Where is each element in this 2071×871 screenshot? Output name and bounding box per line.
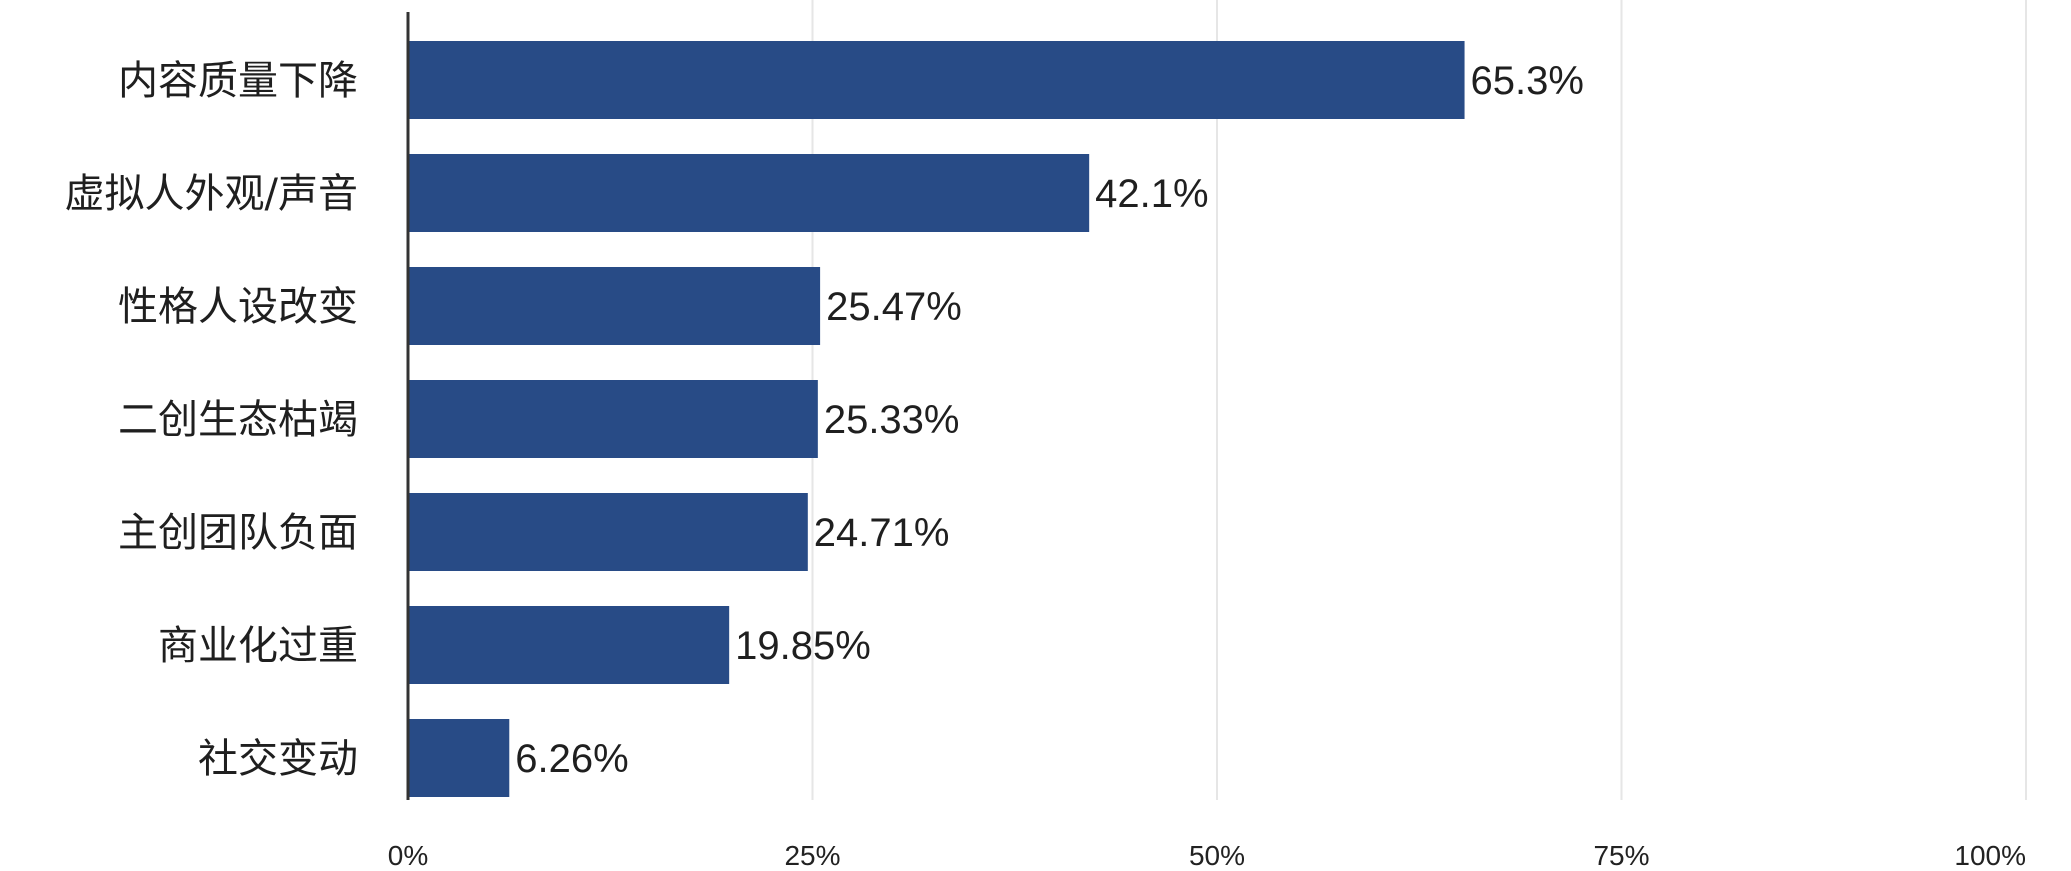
- value-label-4: 24.71%: [814, 511, 950, 555]
- category-label-3: 二创生态枯竭: [118, 397, 358, 443]
- value-label-0: 65.3%: [1471, 59, 1584, 103]
- bar-1: [408, 154, 1090, 232]
- bar-5: [408, 606, 730, 684]
- bar-3: [408, 380, 818, 458]
- value-label-1: 42.1%: [1095, 172, 1208, 216]
- x-tick-label-100: 100%: [1954, 840, 2026, 871]
- value-label-6: 6.26%: [515, 737, 628, 781]
- bar-6: [408, 719, 510, 797]
- gridlines: [811, 0, 2027, 800]
- category-label-4: 主创团队负面: [118, 510, 358, 556]
- bar-2: [408, 267, 821, 345]
- value-label-2: 25.47%: [826, 285, 962, 329]
- value-label-3: 25.33%: [824, 398, 960, 442]
- x-tick-label-25: 25%: [784, 840, 840, 871]
- labels: 65.3% 内容质量下降 42.1% 虚拟人外观/声音 25.47% 性格人设改变 25.3…: [65, 58, 2026, 871]
- category-label-6: 社交变动: [198, 736, 358, 782]
- category-label-5: 商业化过重: [158, 623, 358, 669]
- x-tick-label-50: 50%: [1189, 840, 1245, 871]
- x-tick-label-75: 75%: [1593, 840, 1649, 871]
- value-label-5: 19.85%: [735, 624, 871, 668]
- bar-0: [408, 41, 1465, 119]
- category-label-2: 性格人设改变: [118, 284, 358, 330]
- category-label-1: 虚拟人外观/声音: [65, 171, 358, 217]
- bars: [408, 41, 1465, 797]
- bar-4: [408, 493, 808, 571]
- x-tick-label-0: 0%: [388, 840, 428, 871]
- category-label-0: 内容质量下降: [118, 58, 358, 104]
